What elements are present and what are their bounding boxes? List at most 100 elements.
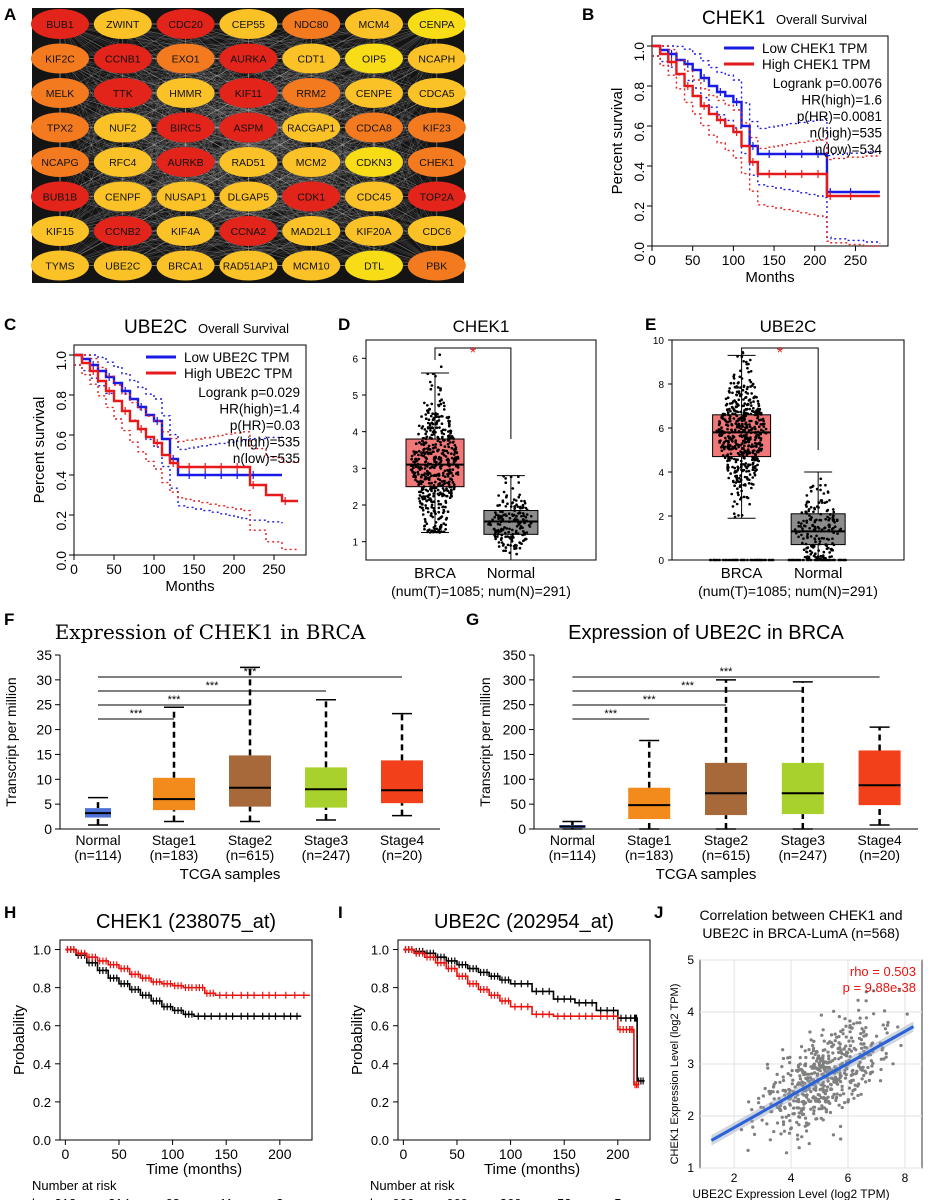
group-n-label: (n=183): [150, 847, 199, 863]
x-tick-label: 200: [606, 1146, 630, 1162]
y-tick-label: 0: [44, 821, 52, 837]
node-ellipse: [219, 216, 278, 246]
stat-label: HR(high)=1.6: [801, 93, 882, 108]
node-label: NCAPH: [418, 54, 455, 66]
y-tick-label: 6: [352, 354, 358, 365]
node-ellipse: [219, 78, 278, 108]
node-ellipse: [93, 112, 152, 143]
y-axis-label: CHEK1 Expression Level (log2 TPM): [669, 984, 681, 1165]
panel-g-plot: Expression of UBE2C in BRCA 0 50 100 150 200 2…: [477, 622, 918, 883]
risk-low-value: 318: [55, 1196, 77, 1200]
node-ellipse: [219, 43, 278, 74]
significance-stars: ***: [168, 694, 182, 706]
panel-d-box-chek1: D CHEK1 1 2 3 4 5 6 BRCA Normal * (num(T)=1085; nu…: [338, 315, 597, 599]
network-nodes: BUB1 ZWINT CDC20 CEP55 NDC80 MCM4 CENPA KIF2C CC…: [31, 9, 466, 281]
x-tick-label: 250: [844, 252, 868, 268]
box-normal: [559, 820, 586, 830]
node-label: BIRC5: [170, 123, 201, 135]
chart-title: Expression of UBE2C in BRCA: [568, 622, 844, 644]
node-label: KIF2C: [45, 54, 75, 66]
node-ellipse: [345, 43, 403, 74]
y-tick-label: 350: [503, 647, 527, 663]
node-label: DLGAP5: [228, 192, 270, 204]
chart-title: Expression of CHEK1 in BRCA: [55, 620, 366, 644]
node-label: TYMS: [45, 261, 74, 273]
node-label: CENPA: [419, 19, 454, 31]
box-stage3: [305, 698, 347, 821]
node-ellipse: [31, 250, 89, 281]
panel-d-letter: D: [338, 315, 350, 334]
panel-f-plot: Expression of CHEK1 in BRCA 0 5 10 15 20 25 30 3…: [3, 620, 440, 883]
jitter-points: [787, 477, 847, 562]
stat-label: Logrank p=0.029: [198, 385, 300, 400]
x-tick-label: 50: [685, 252, 701, 268]
node-label: MAD2L1: [291, 226, 332, 238]
chart-title: UBE2C: [760, 317, 817, 336]
chart-title: CHEK1 (238075_at): [96, 911, 276, 933]
node-ellipse: [282, 216, 341, 246]
node-label: RFC4: [109, 157, 137, 169]
node-label: OIP5: [362, 54, 386, 66]
node-ellipse: [219, 250, 278, 281]
node-ellipse: [345, 216, 403, 246]
y-tick-label: 0.4: [33, 1057, 51, 1072]
node-ellipse: [407, 43, 466, 74]
network-node: UBE2C: [93, 250, 152, 281]
y-tick-label: 35: [36, 647, 52, 663]
node-ellipse: [156, 147, 215, 177]
significance-star: *: [470, 345, 476, 362]
node-ellipse: [345, 78, 403, 108]
x-tick-label: 100: [722, 252, 746, 268]
node-ellipse: [93, 9, 152, 39]
y-tick-label: 2: [687, 1109, 694, 1123]
panel-e-plot: UBE2C 0 2 4 6 8 10 BRCA Normal * (num(T)=1085; num…: [653, 317, 905, 599]
plot-frame: [651, 35, 889, 247]
chart-title-line1: Correlation between CHEK1 and: [699, 907, 902, 923]
node-label: CCNB2: [105, 226, 141, 238]
node-label: CENPF: [105, 192, 141, 204]
node-ellipse: [345, 112, 403, 143]
y-tick-label: 0.4: [53, 471, 69, 491]
box-stage3: [781, 681, 824, 830]
network-node: PBK: [407, 250, 466, 281]
significance-star: *: [777, 345, 783, 362]
y-tick-label: 30: [36, 672, 52, 688]
risk-low-value: 669: [446, 1196, 468, 1200]
box-stage2: [229, 666, 271, 823]
node-label: CDC20: [168, 19, 203, 31]
network-node: NCAPH: [407, 43, 466, 74]
panel-h-letter: H: [4, 903, 16, 922]
box-body: [781, 762, 824, 815]
node-ellipse: [282, 78, 341, 108]
km-curve-low: [65, 948, 302, 1017]
sample-caption: (num(T)=1085; num(N)=291): [698, 583, 878, 599]
box-body: [628, 787, 671, 820]
y-tick-label: 5: [687, 953, 694, 967]
panel-f-letter: F: [4, 610, 14, 629]
y-tick-label: 0.2: [33, 1095, 51, 1110]
group-label: Stage4: [857, 832, 902, 848]
box-body: [305, 767, 347, 808]
y-tick-label: 0.2: [371, 1095, 389, 1110]
node-label: PBK: [426, 261, 447, 273]
chart-title: CHEK1: [702, 8, 765, 29]
network-node: KIF20A: [345, 216, 403, 246]
y-tick-label: 1: [687, 1161, 694, 1175]
node-label: MCM2: [296, 157, 327, 169]
node-ellipse: [156, 250, 215, 281]
node-ellipse: [282, 250, 341, 281]
network-node: KIF23: [407, 112, 466, 143]
regression-line: [710, 1025, 915, 1142]
network-node: CDC6: [407, 216, 466, 246]
group-label: Stage3: [304, 832, 349, 848]
y-axis-label: Transcript per million: [477, 677, 493, 806]
y-tick-label: 25: [36, 697, 52, 713]
plot-frame: [671, 339, 905, 561]
node-ellipse: [93, 147, 152, 177]
stat-label: n(low)=534: [815, 142, 883, 157]
node-label: KIF15: [46, 226, 74, 238]
group-n-label: (n=247): [302, 847, 351, 863]
x-tick-label: 150: [553, 1146, 577, 1162]
ci-upper-line: [652, 45, 881, 161]
